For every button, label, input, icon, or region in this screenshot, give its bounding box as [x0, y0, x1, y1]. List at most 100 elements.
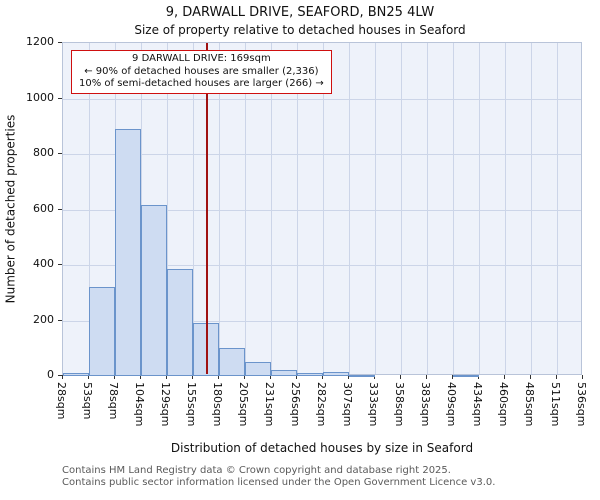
annotation-line-1: 9 DARWALL DRIVE: 169sqm — [132, 53, 271, 64]
x-tick-mark — [348, 375, 349, 379]
x-gridline — [505, 43, 506, 374]
x-gridline — [167, 43, 168, 374]
x-gridline — [193, 43, 194, 374]
annotation-line-2: ← 90% of detached houses are smaller (2,… — [84, 65, 319, 77]
x-tick-label: 256sqm — [289, 382, 302, 427]
histogram-bar — [63, 373, 89, 376]
histogram-bar — [323, 372, 349, 376]
x-tick-label: 104sqm — [133, 382, 146, 427]
x-tick-mark — [192, 375, 193, 379]
x-tick-label: 205sqm — [237, 382, 250, 427]
property-size-marker-line — [206, 43, 209, 374]
histogram-bar — [245, 362, 271, 376]
x-tick-mark — [504, 375, 505, 379]
x-gridline — [479, 43, 480, 374]
histogram-bar — [349, 375, 375, 377]
x-gridline — [219, 43, 220, 374]
plot-area: 9 DARWALL DRIVE: 169sqm ← 90% of detache… — [62, 42, 582, 377]
x-tick-mark — [88, 375, 89, 379]
x-tick-mark — [140, 375, 141, 379]
y-gridline — [63, 320, 581, 322]
attribution-line-2: Contains public sector information licen… — [62, 476, 496, 488]
x-gridline — [401, 43, 402, 374]
x-tick-mark — [218, 375, 219, 379]
x-tick-mark — [530, 375, 531, 379]
x-tick-label: 282sqm — [315, 382, 328, 427]
y-tick-mark — [58, 42, 62, 43]
x-tick-mark — [114, 375, 115, 379]
x-tick-label: 28sqm — [55, 382, 68, 420]
y-tick-mark — [58, 97, 62, 99]
chart-subtitle: Size of property relative to detached ho… — [134, 23, 466, 37]
y-tick-label: 800 — [33, 146, 54, 159]
y-tick-label: 600 — [33, 201, 54, 215]
x-tick-mark — [400, 375, 401, 379]
x-gridline — [453, 43, 454, 374]
histogram-bar — [193, 323, 219, 376]
x-tick-label: 434sqm — [471, 382, 484, 427]
y-gridline — [63, 209, 581, 211]
y-gridline — [63, 98, 581, 100]
x-tick-mark — [62, 375, 63, 379]
x-gridline — [245, 43, 246, 374]
x-gridline — [531, 43, 532, 374]
histogram-bar — [453, 375, 479, 377]
histogram-bar — [167, 269, 193, 376]
x-gridline — [297, 43, 298, 374]
y-gridline — [63, 154, 581, 155]
x-tick-label: 536sqm — [575, 382, 588, 427]
y-gridline — [63, 265, 581, 266]
x-tick-mark — [296, 375, 297, 379]
y-tick-mark — [58, 208, 62, 210]
histogram-bar — [219, 348, 245, 376]
x-gridline — [427, 43, 428, 374]
x-axis-label: Distribution of detached houses by size … — [170, 441, 474, 455]
annotation-box: 9 DARWALL DRIVE: 169sqm ← 90% of detache… — [71, 50, 332, 94]
x-gridline — [349, 43, 350, 374]
x-tick-mark — [244, 375, 245, 379]
attribution-footer: Contains HM Land Registry data © Crown c… — [62, 465, 495, 488]
x-tick-label: 129sqm — [159, 382, 172, 427]
x-tick-label: 53sqm — [81, 382, 94, 420]
annotation-line-3: 10% of semi-detached houses are larger (… — [79, 78, 324, 89]
x-tick-mark — [556, 375, 557, 379]
histogram-bar — [89, 287, 115, 376]
x-tick-label: 511sqm — [549, 382, 562, 427]
y-tick-mark — [58, 375, 62, 376]
x-tick-label: 460sqm — [497, 382, 510, 427]
y-tick-mark — [58, 153, 62, 154]
x-tick-label: 231sqm — [263, 382, 276, 427]
y-tick-label: 400 — [33, 257, 54, 270]
x-tick-label: 485sqm — [523, 382, 536, 427]
x-tick-label: 383sqm — [419, 382, 432, 427]
histogram-bar — [115, 129, 141, 376]
x-tick-mark — [166, 375, 167, 379]
x-tick-label: 78sqm — [107, 382, 120, 420]
x-gridline — [557, 43, 558, 374]
x-tick-mark — [374, 375, 375, 379]
histogram-bar — [271, 370, 297, 376]
x-tick-label: 155sqm — [185, 382, 198, 427]
x-gridline — [323, 43, 324, 374]
attribution-line-1: Contains HM Land Registry data © Crown c… — [62, 465, 451, 476]
x-tick-mark — [322, 375, 323, 379]
y-tick-mark — [58, 264, 62, 265]
x-tick-mark — [478, 375, 479, 379]
histogram-bar — [141, 205, 167, 376]
x-tick-label: 409sqm — [445, 382, 458, 427]
x-tick-label: 307sqm — [341, 382, 354, 427]
x-tick-label: 333sqm — [367, 382, 380, 427]
x-gridline — [89, 43, 90, 374]
x-tick-label: 180sqm — [211, 382, 224, 427]
y-tick-label: 0 — [47, 368, 54, 381]
x-tick-mark — [426, 375, 427, 379]
x-tick-label: 358sqm — [393, 382, 406, 427]
x-tick-mark — [270, 375, 271, 379]
histogram-bar — [297, 373, 323, 376]
x-tick-mark — [452, 375, 453, 379]
y-tick-mark — [58, 319, 62, 321]
y-tick-label: 200 — [33, 312, 54, 326]
chart-title: 9, DARWALL DRIVE, SEAFORD, BN25 4LW — [165, 5, 435, 20]
x-gridline — [271, 43, 272, 374]
